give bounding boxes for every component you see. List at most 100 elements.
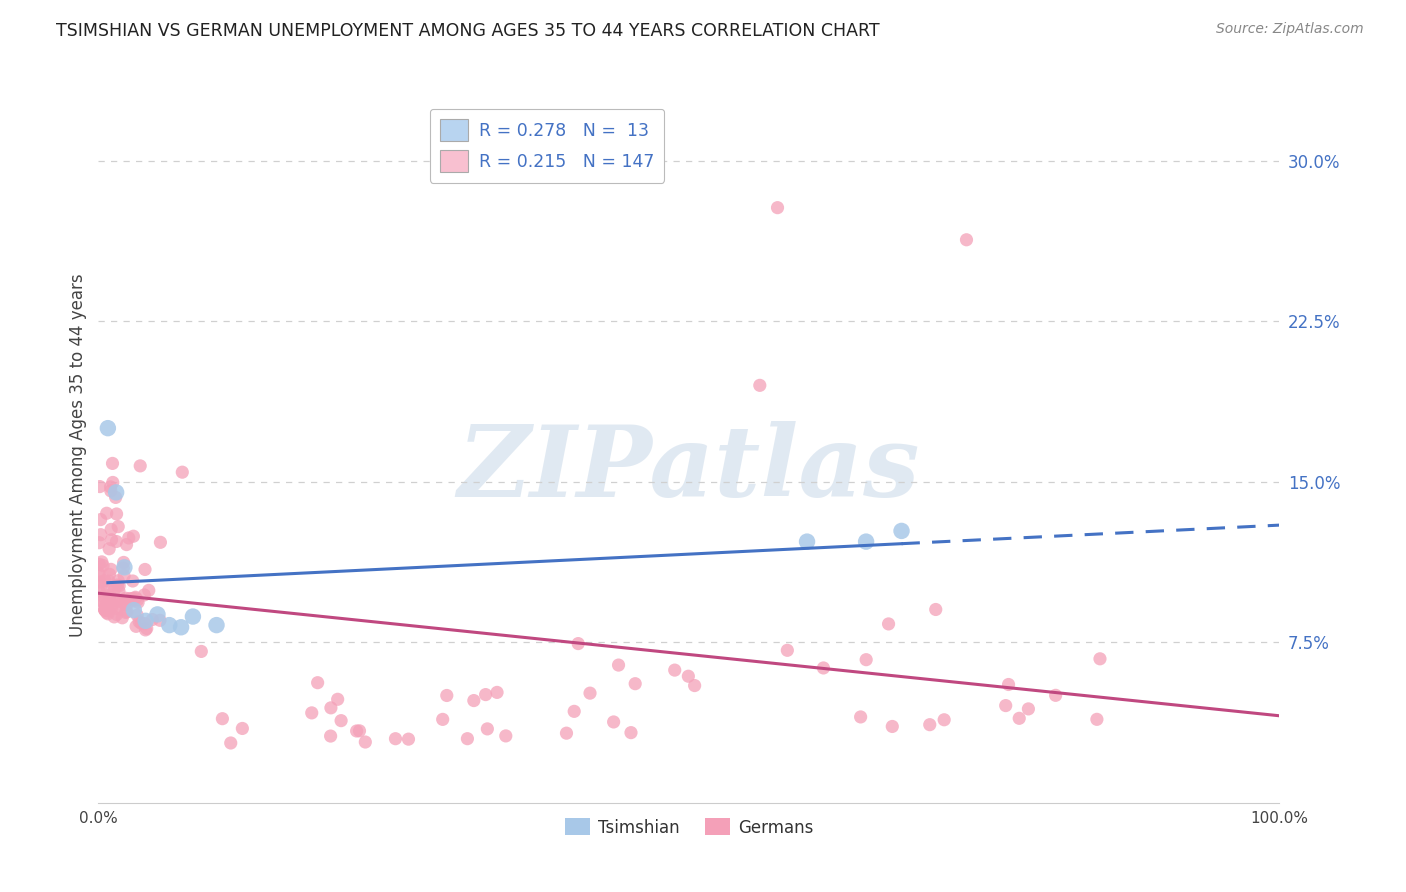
Point bbox=[301, 706, 323, 720]
Point bbox=[124, 591, 146, 605]
Point bbox=[125, 619, 148, 633]
Point bbox=[118, 531, 141, 545]
Point bbox=[146, 607, 169, 622]
Point bbox=[141, 613, 163, 627]
Point bbox=[134, 616, 156, 631]
Point bbox=[97, 582, 120, 597]
Point bbox=[1085, 712, 1108, 726]
Point bbox=[89, 593, 111, 607]
Point bbox=[97, 574, 120, 589]
Point bbox=[100, 533, 122, 547]
Point bbox=[91, 558, 114, 573]
Point bbox=[855, 653, 877, 667]
Point bbox=[89, 558, 111, 572]
Point bbox=[181, 609, 204, 624]
Point bbox=[98, 593, 121, 607]
Point bbox=[105, 607, 128, 622]
Point bbox=[101, 457, 124, 471]
Point bbox=[997, 677, 1019, 691]
Point bbox=[776, 643, 799, 657]
Point bbox=[128, 615, 150, 629]
Point bbox=[96, 598, 118, 612]
Point bbox=[97, 607, 120, 621]
Point bbox=[748, 378, 770, 392]
Point bbox=[877, 616, 900, 631]
Point bbox=[94, 603, 117, 617]
Point bbox=[94, 601, 117, 615]
Point bbox=[124, 591, 146, 606]
Point bbox=[127, 608, 149, 623]
Point bbox=[118, 591, 141, 606]
Point bbox=[149, 535, 172, 549]
Point bbox=[849, 710, 872, 724]
Point bbox=[107, 578, 129, 592]
Point bbox=[87, 567, 110, 582]
Point bbox=[115, 538, 138, 552]
Point bbox=[93, 603, 115, 617]
Point bbox=[100, 523, 122, 537]
Point bbox=[107, 594, 129, 608]
Point bbox=[157, 618, 180, 632]
Point bbox=[112, 560, 135, 574]
Point bbox=[624, 676, 647, 690]
Point bbox=[994, 698, 1017, 713]
Point bbox=[135, 622, 157, 636]
Point bbox=[398, 732, 420, 747]
Point bbox=[115, 598, 138, 612]
Point bbox=[100, 483, 122, 498]
Point bbox=[96, 602, 118, 616]
Point bbox=[170, 620, 193, 634]
Point bbox=[93, 590, 115, 604]
Point bbox=[1017, 702, 1039, 716]
Point bbox=[121, 594, 143, 608]
Legend: Tsimshian, Germans: Tsimshian, Germans bbox=[558, 812, 820, 843]
Point bbox=[456, 731, 478, 746]
Point bbox=[94, 603, 117, 617]
Point bbox=[104, 491, 127, 505]
Point bbox=[122, 603, 145, 617]
Point bbox=[97, 602, 120, 616]
Point bbox=[918, 717, 941, 731]
Point bbox=[890, 524, 912, 538]
Text: Source: ZipAtlas.com: Source: ZipAtlas.com bbox=[1216, 22, 1364, 37]
Point bbox=[354, 735, 377, 749]
Point bbox=[111, 595, 134, 609]
Point bbox=[1008, 711, 1031, 725]
Point bbox=[100, 562, 122, 576]
Point bbox=[855, 534, 877, 549]
Point bbox=[432, 712, 454, 726]
Point bbox=[89, 575, 111, 590]
Point bbox=[112, 568, 135, 582]
Point bbox=[105, 485, 128, 500]
Point bbox=[108, 579, 131, 593]
Point bbox=[96, 606, 118, 620]
Point bbox=[562, 704, 585, 718]
Point bbox=[127, 595, 149, 609]
Point bbox=[567, 637, 589, 651]
Point bbox=[1045, 689, 1067, 703]
Point bbox=[205, 618, 228, 632]
Point bbox=[211, 712, 233, 726]
Point bbox=[121, 574, 143, 588]
Text: ZIPatlas: ZIPatlas bbox=[458, 421, 920, 517]
Point bbox=[813, 661, 835, 675]
Point bbox=[101, 597, 124, 611]
Point bbox=[103, 610, 125, 624]
Point bbox=[98, 567, 121, 582]
Point bbox=[98, 591, 121, 606]
Point bbox=[134, 562, 156, 576]
Point bbox=[384, 731, 406, 746]
Point bbox=[934, 713, 956, 727]
Point bbox=[105, 534, 128, 549]
Point bbox=[463, 693, 485, 707]
Point bbox=[796, 534, 818, 549]
Point bbox=[94, 574, 117, 588]
Point bbox=[105, 593, 128, 607]
Point bbox=[122, 529, 145, 543]
Point bbox=[190, 644, 212, 658]
Point bbox=[486, 685, 509, 699]
Point bbox=[319, 729, 342, 743]
Point bbox=[89, 566, 111, 581]
Point bbox=[602, 714, 624, 729]
Point bbox=[129, 458, 152, 473]
